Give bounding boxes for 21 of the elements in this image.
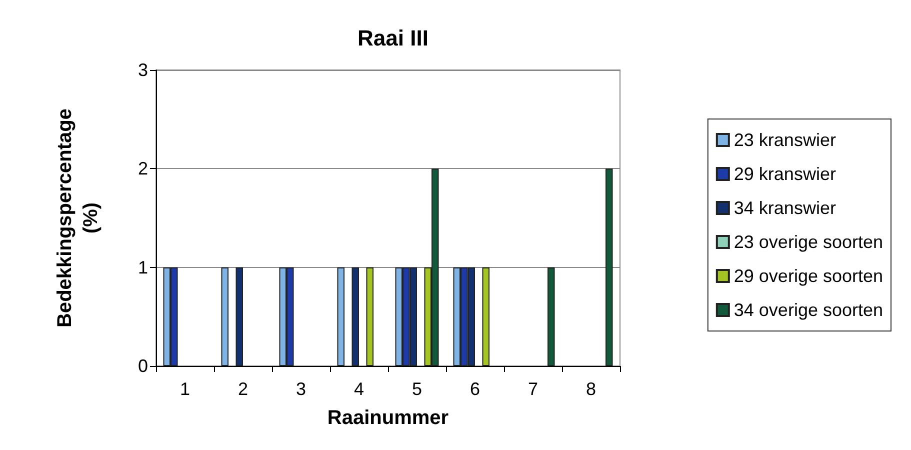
x-tick-label: 8 — [586, 379, 596, 399]
x-tick-label: 4 — [354, 379, 364, 399]
y-tick-label: 2 — [138, 158, 148, 179]
legend-label: 34 overige soorten — [734, 300, 884, 320]
x-axis-title: Raainummer — [327, 407, 449, 429]
legend-label: 23 overige soorten — [734, 232, 884, 252]
x-tick-label: 2 — [238, 379, 248, 399]
legend-label: 23 kranswier — [734, 130, 836, 150]
x-tick-label: 3 — [296, 379, 306, 399]
y-tick-label: 0 — [138, 356, 148, 376]
legend-label: 34 kranswier — [734, 198, 836, 218]
y-axis-title: Bedekkingspercentage (%) — [54, 108, 102, 328]
x-tick-label: 7 — [528, 379, 538, 399]
legend-label: 29 overige soorten — [734, 266, 884, 286]
y-tick-label: 1 — [138, 257, 148, 278]
x-tick-label: 5 — [412, 379, 422, 399]
y-tick-label: 3 — [138, 60, 148, 80]
x-tick-label: 6 — [470, 379, 480, 399]
x-tick-label: 1 — [180, 379, 190, 399]
legend-label: 29 kranswier — [734, 164, 836, 184]
chart-title: Raai III — [358, 26, 428, 50]
